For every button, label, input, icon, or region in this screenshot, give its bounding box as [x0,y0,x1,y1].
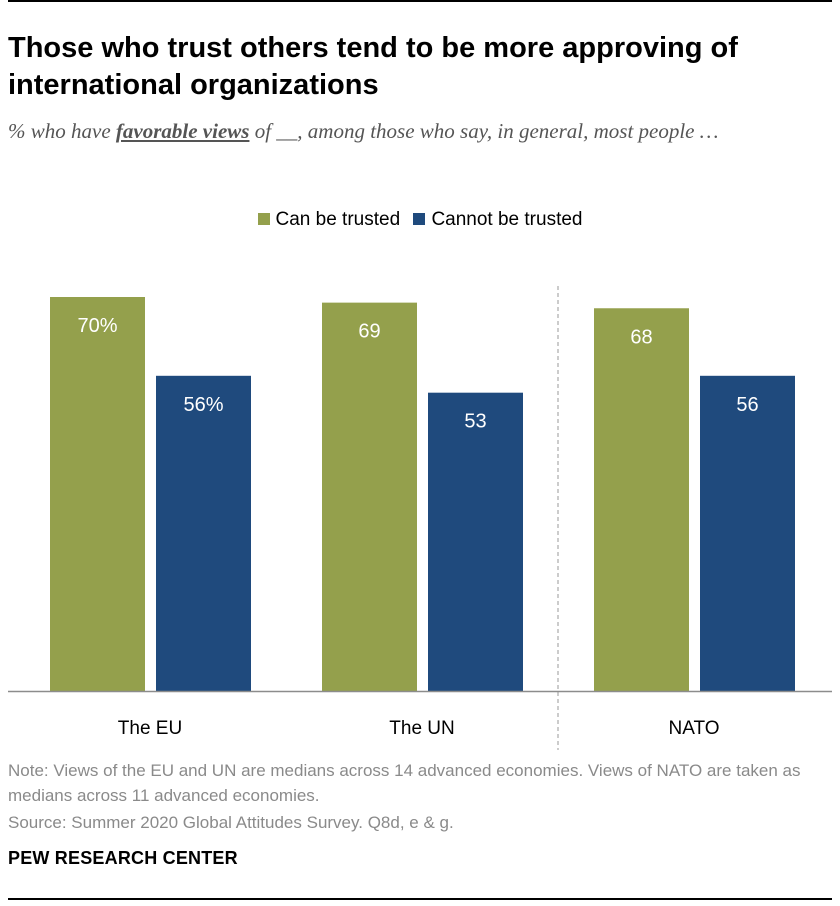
top-rule [8,0,832,2]
data-label-the-un-can-be-trusted: 69 [358,321,380,343]
category-label-the-eu: The EU [118,718,182,739]
data-label-the-un-cannot-be-trusted: 53 [464,411,486,433]
category-label-the-un: The UN [389,718,454,739]
chart-title: Those who trust others tend to be more a… [8,32,738,101]
bar-the-eu-cannot-be-trusted [156,375,251,691]
data-label-nato-can-be-trusted: 68 [630,326,652,348]
brand-logo-text: PEW RESEARCH CENTER [8,848,238,868]
legend-item-can-be-trusted: Can be trusted [257,208,401,232]
subtitle-suffix: of __, among those who say, in general, … [249,119,719,143]
legend-swatch-can-be-trusted [257,213,270,225]
chart-subtitle: % who have favorable views of __, among … [8,116,828,147]
bar-the-eu-can-be-trusted [50,297,145,691]
subtitle-prefix: % who have [8,119,116,143]
bar-nato-cannot-be-trusted [700,375,795,691]
bottom-rule [8,898,832,900]
bar-the-un-can-be-trusted [322,302,417,691]
bar-chart: 70% 56% The EU 69 53 The UN 68 56 NATO [8,286,832,750]
data-label-nato-cannot-be-trusted: 56 [736,394,758,416]
legend: Can be trusted Cannot be trusted [0,208,840,232]
legend-label-cannot-be-trusted: Cannot be trusted [431,209,583,230]
data-label-the-eu-cannot-be-trusted: 56% [183,394,223,416]
legend-item-cannot-be-trusted: Cannot be trusted [413,208,582,232]
data-label-the-eu-can-be-trusted: 70% [77,315,117,337]
chart-source: Source: Summer 2020 Global Attitudes Sur… [8,813,454,832]
bar-nato-can-be-trusted [594,308,689,691]
category-label-nato: NATO [668,718,719,739]
legend-label-can-be-trusted: Can be trusted [275,209,401,230]
subtitle-emphasis: favorable views [115,119,250,143]
chart-note: Note: Views of the EU and UN are medians… [8,761,801,805]
legend-swatch-cannot-be-trusted [413,213,426,225]
bar-the-un-cannot-be-trusted [428,392,523,691]
